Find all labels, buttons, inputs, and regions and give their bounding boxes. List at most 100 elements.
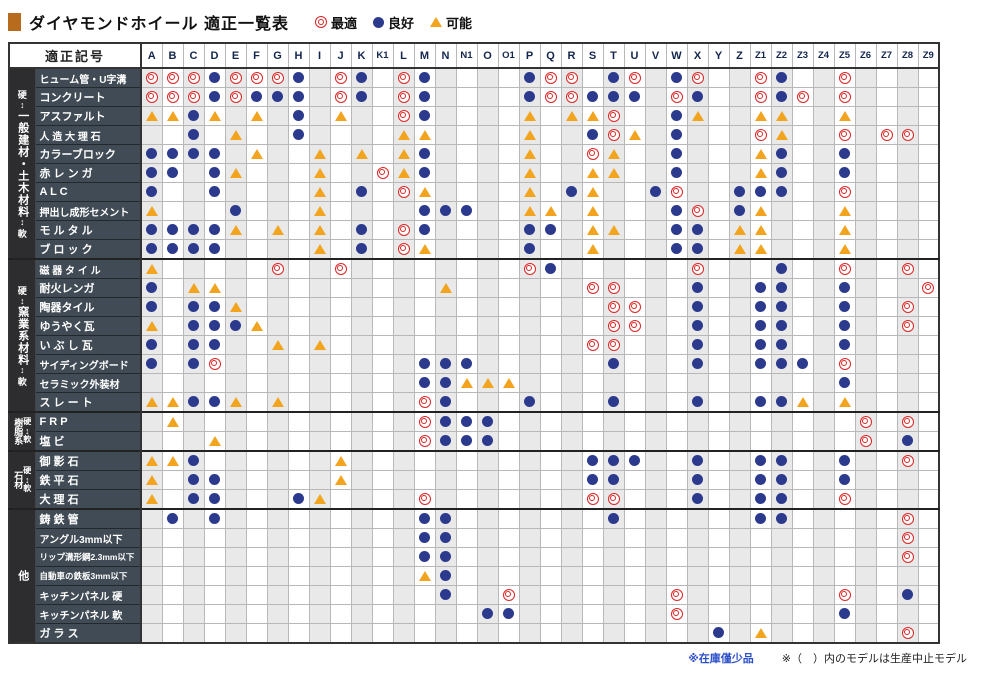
matrix-cell-Z8 [896, 144, 919, 164]
matrix-cell-Z9 [917, 278, 940, 298]
matrix-cell-Z2 [770, 106, 793, 126]
matrix-cell-L [392, 67, 415, 88]
good-symbol [419, 167, 430, 179]
good-symbol [419, 551, 430, 563]
matrix-cell-N1 [455, 547, 478, 567]
matrix-cell-L [392, 335, 415, 355]
matrix-cell-N [434, 373, 457, 393]
matrix-cell-K [350, 125, 373, 145]
matrix-cell-C [182, 87, 205, 107]
matrix-cell-J [329, 106, 352, 126]
row-label: 自動車の鉄板3mm以下 [34, 566, 142, 586]
matrix-cell-N1 [455, 316, 478, 336]
matrix-cell-Z3 [791, 201, 814, 221]
table-row: 硬 ↕ 一般建材・土木材料 ↕ 軟ヒューム管・U字溝 [8, 67, 940, 260]
matrix-cell-W [665, 258, 688, 279]
matrix-cell-F [245, 392, 268, 413]
matrix-cell-Z7 [875, 528, 898, 548]
matrix-cell-Z5 [833, 67, 856, 88]
matrix-cell-Z6 [854, 125, 877, 145]
matrix-cell-Z6 [854, 623, 877, 644]
matrix-cell-Y [707, 87, 730, 107]
possible-symbol [523, 129, 536, 140]
stock-note: ※在庫僅少品 [688, 653, 754, 665]
good-symbol [692, 320, 703, 332]
matrix-cell-K1 [371, 239, 394, 260]
matrix-cell-P [518, 547, 541, 567]
matrix-cell-A [140, 106, 163, 126]
column-header-E: E [224, 42, 247, 69]
best-symbol [376, 166, 389, 179]
matrix-cell-V [644, 182, 667, 202]
matrix-cell-D [203, 450, 226, 471]
table-row: 他鋳 鉄 管 [8, 508, 940, 644]
matrix-cell-I [308, 489, 331, 510]
row-label: F R P [34, 411, 142, 432]
column-header-V: V [644, 42, 667, 69]
best-symbol [166, 71, 179, 84]
column-header-Z9: Z9 [917, 42, 940, 69]
good-symbol [839, 474, 850, 486]
matrix-cell-H [287, 201, 310, 221]
matrix-cell-F [245, 201, 268, 221]
matrix-cell-N [434, 623, 457, 644]
matrix-cell-D [203, 508, 226, 529]
good-symbol [692, 224, 703, 236]
matrix-cell-H [287, 239, 310, 260]
good-symbol [629, 91, 640, 103]
matrix-cell-Z9 [917, 316, 940, 336]
good-symbol [776, 493, 787, 505]
matrix-cell-T [602, 392, 625, 413]
matrix-cell-Z5 [833, 182, 856, 202]
good-symbol [440, 570, 451, 582]
best-symbol [418, 415, 431, 428]
matrix-cell-I [308, 470, 331, 490]
matrix-cell-Z6 [854, 239, 877, 260]
matrix-cell-C [182, 144, 205, 164]
matrix-cell-Z7 [875, 623, 898, 644]
matrix-cell-S [581, 623, 604, 644]
good-symbol [524, 396, 535, 408]
matrix-cell-N1 [455, 411, 478, 432]
column-header-Z5: Z5 [833, 42, 856, 69]
matrix-cell-N1 [455, 258, 478, 279]
good-symbol [713, 627, 724, 639]
possible-symbol [271, 396, 284, 407]
possible-symbol [754, 110, 767, 121]
matrix-cell-Z5 [833, 547, 856, 567]
matrix-cell-E [224, 566, 247, 586]
matrix-cell-Z7 [875, 489, 898, 510]
column-header-T: T [602, 42, 625, 69]
matrix-cell-U [623, 604, 646, 624]
matrix-cell-J [329, 566, 352, 586]
matrix-cell-M [413, 489, 436, 510]
matrix-cell-O1 [497, 604, 520, 624]
matrix-cell-N [434, 547, 457, 567]
matrix-cell-V [644, 411, 667, 432]
matrix-cell-V [644, 87, 667, 107]
matrix-cell-Z [728, 297, 751, 317]
matrix-cell-D [203, 373, 226, 393]
matrix-cell-Z9 [917, 373, 940, 393]
matrix-cell-K [350, 258, 373, 279]
matrix-cell-X [686, 67, 709, 88]
matrix-cell-N1 [455, 67, 478, 88]
best-symbol [397, 71, 410, 84]
row-label: モ ル タ ル [34, 220, 142, 240]
matrix-cell-I [308, 431, 331, 452]
good-symbol [797, 358, 808, 370]
matrix-cell-D [203, 297, 226, 317]
matrix-cell-M [413, 528, 436, 548]
matrix-cell-Z2 [770, 489, 793, 510]
matrix-cell-U [623, 354, 646, 374]
matrix-cell-G [266, 297, 289, 317]
good-symbol [839, 608, 850, 620]
matrix-cell-Z2 [770, 431, 793, 452]
matrix-cell-R [560, 489, 583, 510]
matrix-cell-R [560, 547, 583, 567]
good-symbol [734, 205, 745, 217]
matrix-cell-B [161, 182, 184, 202]
matrix-cell-W [665, 201, 688, 221]
matrix-cell-U [623, 431, 646, 452]
best-symbol [691, 262, 704, 275]
